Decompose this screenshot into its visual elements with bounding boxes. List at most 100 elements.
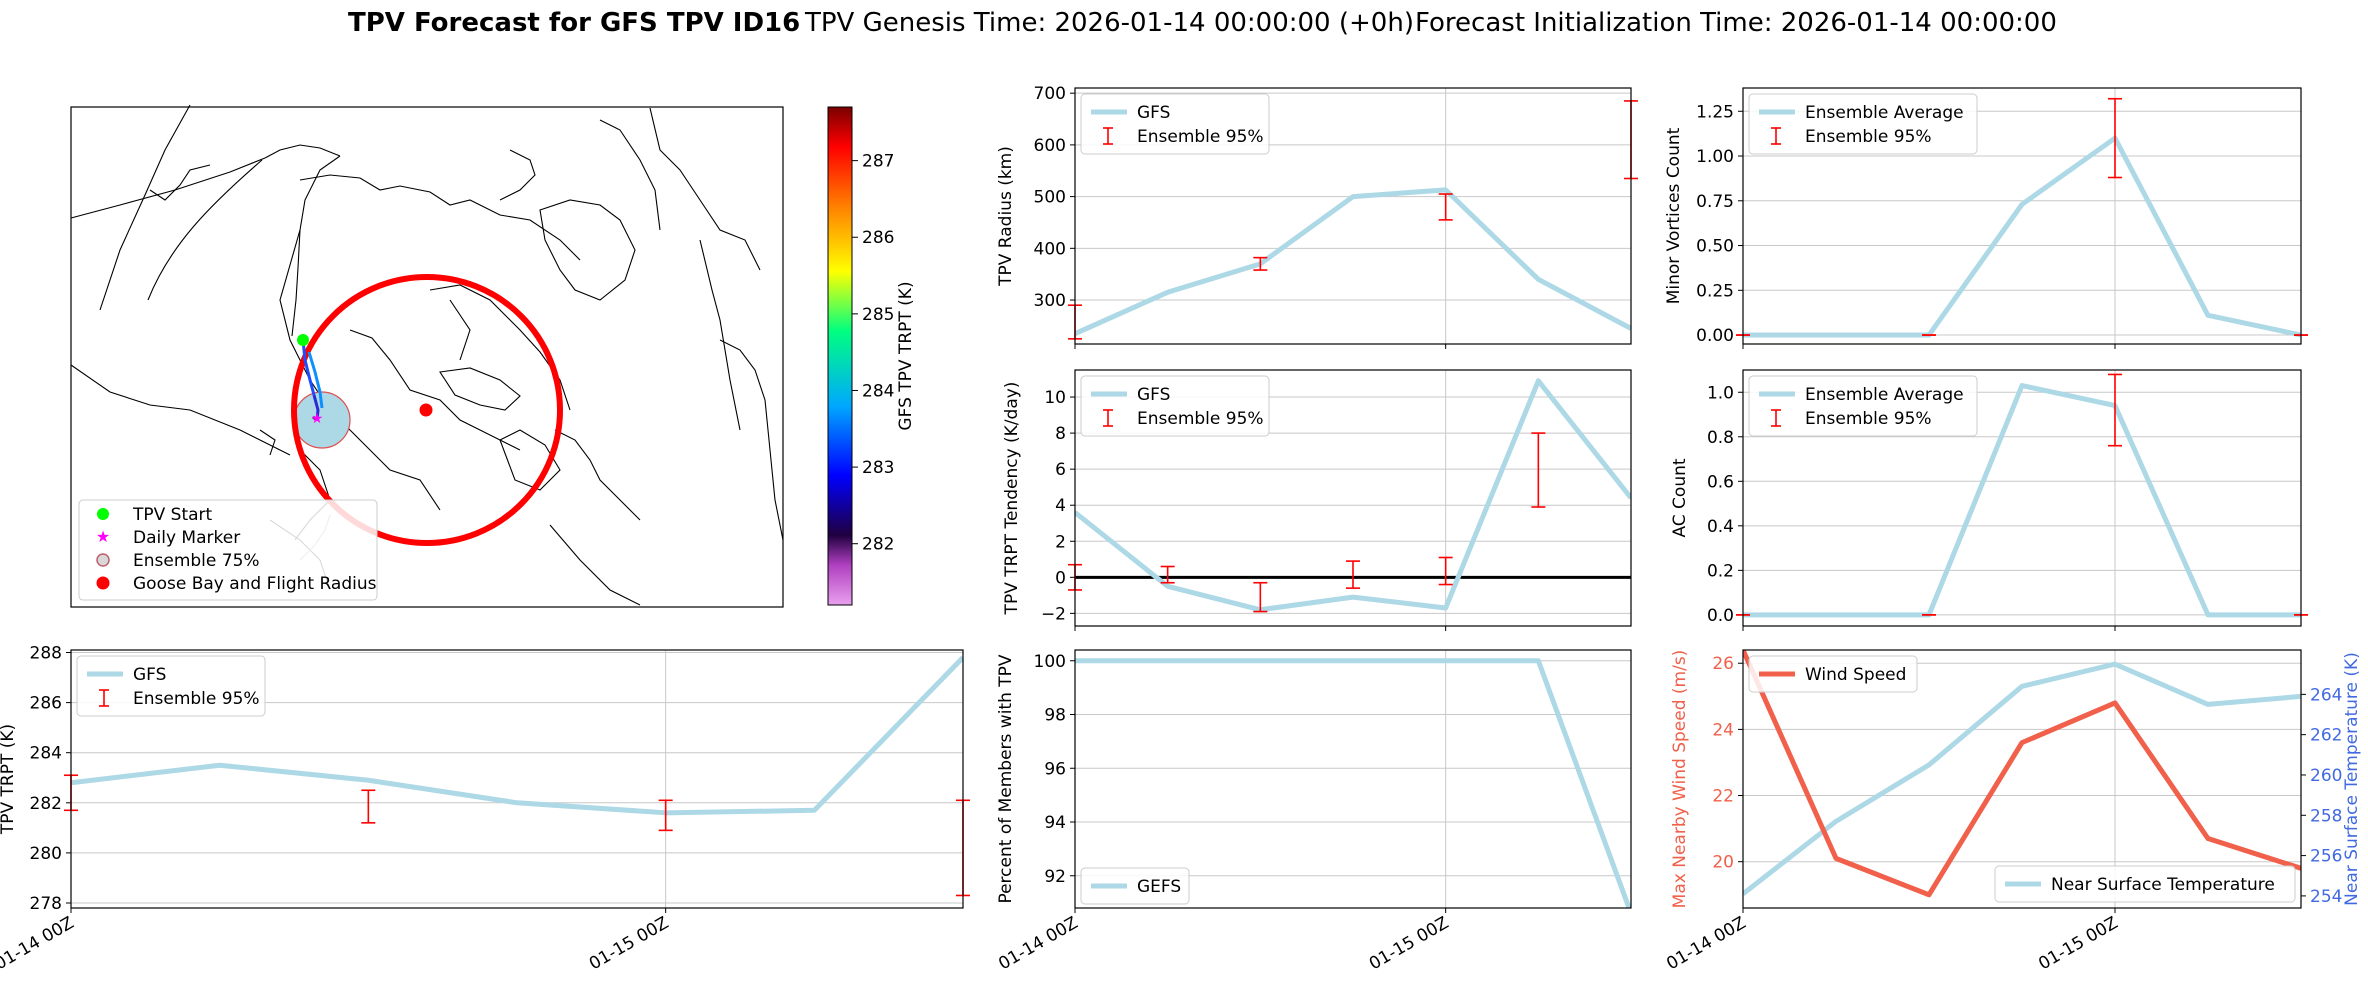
plot-frame: [1074, 649, 1632, 909]
xtick-label: 01-15 00Z: [586, 913, 672, 974]
legend-goose-icon: [96, 576, 110, 590]
ytick-label: 0.50: [1696, 237, 1734, 257]
legend-daily-icon: ★: [96, 527, 110, 546]
ytick-label: 8: [1055, 424, 1066, 444]
map-panel: ★ TPV Start ★ Daily Marker Ensemble 75% …: [70, 104, 916, 608]
chart-trpt: 278 280 282 284 286 288 01-14 00Z 01-15 00Z TPV …: [0, 644, 970, 974]
ylabel: Percent of Members with TPV: [996, 654, 1016, 903]
ytick-label: 0.2: [1707, 561, 1734, 581]
ytick-label: 6: [1055, 460, 1066, 480]
ylabel: Max Nearby Wind Speed (m/s): [1670, 650, 1690, 909]
map-legend: TPV Start ★ Daily Marker Ensemble 75% Go…: [78, 499, 378, 601]
plot-frame: [1742, 369, 2302, 627]
plot-content: [1743, 135, 2301, 338]
legend-label: GEFS: [1137, 877, 1181, 897]
ytick2-label: 264: [2310, 685, 2342, 705]
series-line: [1075, 187, 1631, 336]
plot-content: [1743, 383, 2301, 618]
legend-label: Ensemble 95%: [1805, 409, 1932, 429]
ytick-label: 282: [30, 794, 62, 814]
legend-start-icon: [97, 508, 109, 520]
ytick-label: 286: [30, 694, 62, 714]
plot-frame: [1742, 87, 2302, 345]
ytick-label: 400: [1034, 239, 1066, 259]
plot-frame: [1074, 369, 1632, 627]
ytick-label: 300: [1034, 291, 1066, 311]
title-genesis: TPV Genesis Time: 2026-01-14 00:00:00 (+…: [804, 8, 1414, 38]
legend-box: [1748, 93, 1978, 155]
ytick-label: 10: [1044, 388, 1066, 408]
series-line: [1743, 650, 2301, 898]
colorbar-tick-label: 286: [862, 228, 894, 248]
colorbar-label: GFS TPV TRPT (K): [896, 281, 916, 430]
ytick-label: 288: [30, 644, 62, 664]
ytick-label: 0.00: [1696, 326, 1734, 346]
xtick-label: 01-14 00Z: [995, 913, 1081, 974]
ytick-label: 26: [1712, 654, 1734, 674]
legend-box: [1748, 375, 1978, 437]
ylabel: Minor Vortices Count: [1664, 127, 1684, 304]
ytick-label: 2: [1055, 532, 1066, 552]
legend-box: [1080, 93, 1270, 155]
ytick-label: 98: [1044, 706, 1066, 726]
title-bold: TPV Forecast for GFS TPV ID16: [348, 8, 800, 38]
colorbar-tick-label: 287: [862, 152, 894, 172]
ytick-label: 4: [1055, 496, 1066, 516]
legend-label: GFS: [1137, 103, 1170, 123]
series-line-temperature: [1743, 661, 2301, 896]
legend-box: [76, 655, 266, 717]
goose-bay-marker: [419, 403, 433, 417]
ytick-label: 1.0: [1707, 383, 1734, 403]
ylabel: AC Count: [1670, 458, 1690, 537]
plot-area: [1075, 650, 1631, 908]
xtick-label: 01-15 00Z: [1366, 913, 1452, 974]
xtick-label: 01-14 00Z: [1663, 913, 1749, 974]
ytick-label: 600: [1034, 136, 1066, 156]
ytick2-label: 260: [2310, 766, 2342, 786]
ytick-label: 1.25: [1696, 102, 1734, 122]
legend-ensemble-label: Ensemble 75%: [133, 551, 260, 571]
legend-ensemble-icon: [96, 553, 110, 567]
plot-content: [1075, 378, 1631, 613]
ytick-label: −2: [1041, 604, 1066, 624]
ytick-label: 0.0: [1707, 606, 1734, 626]
daily-marker: ★: [311, 411, 324, 427]
ytick2-label: 254: [2310, 887, 2342, 907]
legend-label: GFS: [133, 665, 166, 685]
legend-goose-label: Goose Bay and Flight Radius: [133, 574, 377, 594]
colorbar-tick-label: 283: [862, 458, 894, 478]
chart-trpt-tendency: −2 0 2 4 6 8 10 TPV TRPT Tendency (K/day) GFS Ens…: [1002, 369, 1632, 631]
legend-start-label: TPV Start: [132, 505, 213, 525]
ylabel: TPV Radius (km): [996, 146, 1016, 287]
legend-label: Ensemble Average: [1805, 103, 1964, 123]
legend-label: Ensemble 95%: [1137, 127, 1264, 147]
ytick-label: 1.00: [1696, 147, 1734, 167]
chart-radius: 300 400 500 600 700 TPV Radius (km) GFS Ensembl…: [996, 84, 1638, 349]
legend-label: GFS: [1137, 385, 1170, 405]
legend-box: [1748, 655, 1918, 693]
xtick-label: 01-14 00Z: [0, 913, 78, 974]
plot-frame: [70, 649, 964, 909]
goose-bay-flight-radius: [291, 274, 563, 546]
ytick-label: 100: [1034, 652, 1066, 672]
plot-content: [1075, 187, 1631, 336]
plot-content: [1075, 658, 1631, 908]
chart-wind-temperature: 20 22 24 26 01-14 00Z 01-15 00Z 254 256 258 260 26…: [1663, 649, 2362, 974]
colorbar-tick-label: 285: [862, 305, 894, 325]
chart-percent-members: 92 94 96 98 100 01-14 00Z 01-15 00Z Percent of …: [995, 649, 1632, 974]
xtick-label: 01-15 00Z: [2035, 913, 2121, 974]
colorbar-tick-label: 284: [862, 381, 894, 401]
map-legend-box: [78, 499, 378, 601]
ytick-label: 0.6: [1707, 472, 1734, 492]
series-line: [1075, 378, 1631, 613]
plot-area: [1743, 650, 2301, 908]
series-line: [1743, 383, 2301, 618]
ytick-label: 92: [1044, 867, 1066, 887]
ytick-label: 278: [30, 894, 62, 914]
ytick-label: 0.8: [1707, 428, 1734, 448]
ytick-label: 700: [1034, 84, 1066, 104]
ytick-label: 0.25: [1696, 281, 1734, 301]
legend-box: [1080, 867, 1190, 905]
ytick2-label: 262: [2310, 726, 2342, 746]
title-init: Forecast Initialization Time: 2026-01-14…: [1415, 8, 2057, 38]
